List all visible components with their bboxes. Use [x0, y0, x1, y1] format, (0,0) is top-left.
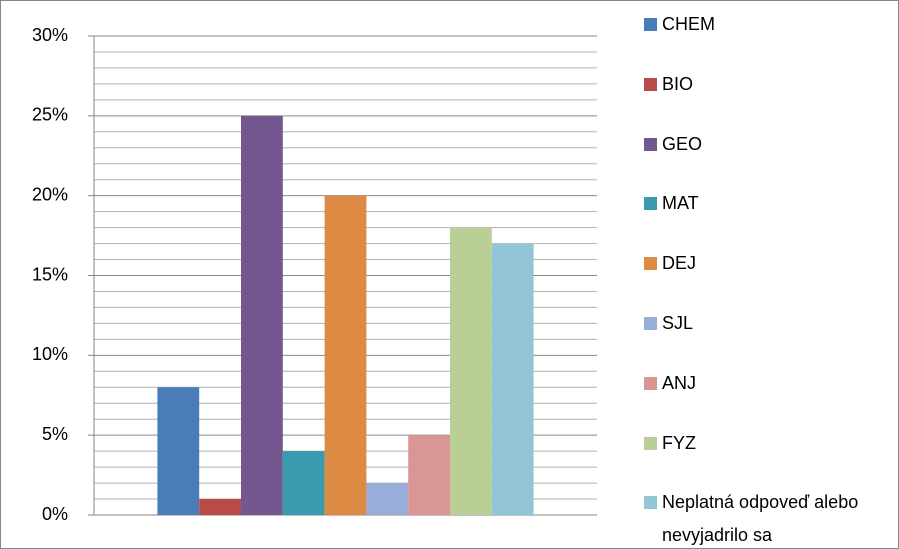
legend-item: BIO — [644, 68, 884, 101]
bar — [199, 499, 241, 515]
legend-item: GEO — [644, 128, 884, 161]
legend-swatch — [644, 376, 657, 390]
legend-label: SJL — [662, 313, 694, 333]
y-tick-label: 15% — [32, 264, 68, 284]
y-tick-label: 30% — [32, 25, 68, 45]
legend-label: ANJ — [662, 372, 697, 393]
legend-label: Neplatná odpoveď alebo nevyjadrilo sa — [662, 492, 859, 546]
y-tick-label: 20% — [32, 184, 68, 204]
legend-label: MAT — [662, 193, 699, 214]
legend-label: FYZ — [662, 432, 696, 453]
legend-item: FYZ — [644, 427, 884, 460]
legend-label: CHEM — [662, 14, 715, 34]
y-tick-label: 0% — [42, 504, 68, 524]
legend-swatch — [644, 137, 657, 151]
y-tick-label: 25% — [32, 105, 68, 125]
legend-swatch — [644, 18, 657, 31]
legend-swatch — [644, 77, 657, 91]
legend-swatch — [644, 436, 657, 450]
bar — [324, 195, 367, 515]
legend-swatch — [644, 257, 657, 271]
bar — [366, 483, 409, 515]
bar — [157, 387, 200, 515]
legend-item: ANJ — [644, 367, 884, 400]
legend-item: DEJ — [644, 247, 884, 280]
bar — [241, 115, 283, 515]
bar — [450, 227, 492, 515]
legend-swatch — [644, 197, 657, 211]
legend-item: Neplatná odpoveď alebo nevyjadrilo sa — [644, 486, 884, 549]
bar — [491, 243, 534, 516]
legend-swatch — [644, 317, 657, 330]
legend-item: SJL — [644, 307, 884, 340]
legend-label: DEJ — [662, 253, 697, 274]
legend-swatch — [644, 496, 657, 510]
legend-label: BIO — [662, 73, 694, 94]
bar — [282, 451, 325, 515]
y-tick-label: 5% — [42, 424, 68, 444]
bar — [408, 435, 450, 515]
legend-label: GEO — [662, 133, 703, 154]
y-tick-label: 10% — [32, 344, 68, 364]
legend-item: CHEM — [644, 8, 884, 41]
legend-item: MAT — [644, 187, 884, 220]
